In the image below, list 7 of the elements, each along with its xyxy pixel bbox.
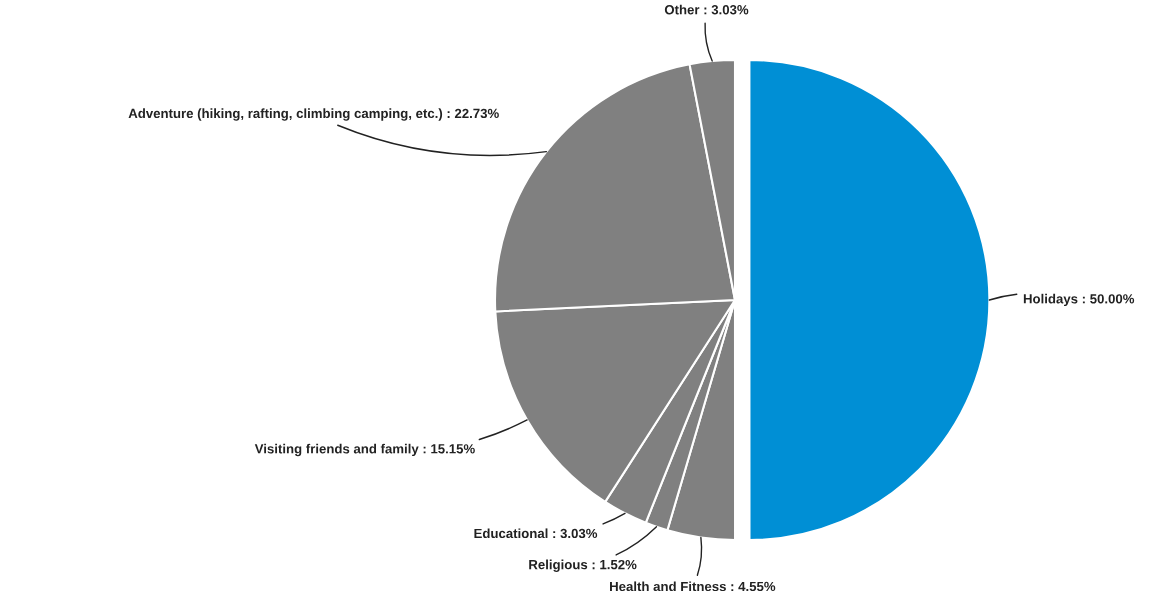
slice-label: Other : 3.03% (664, 4, 749, 15)
slice-label: Religious : 1.52% (529, 559, 637, 572)
slice-label: Educational : 3.03% (474, 528, 598, 539)
slice-label: Visiting friends and family : 15.15% (254, 443, 475, 457)
slice-label: Adventure (hiking, rafting, climbing camping, etc.) : 22.73% (128, 108, 499, 121)
slice-label: Holidays : 50.00% (1023, 293, 1135, 307)
slice-label: Health and Fitness : 4.55% (610, 581, 776, 592)
